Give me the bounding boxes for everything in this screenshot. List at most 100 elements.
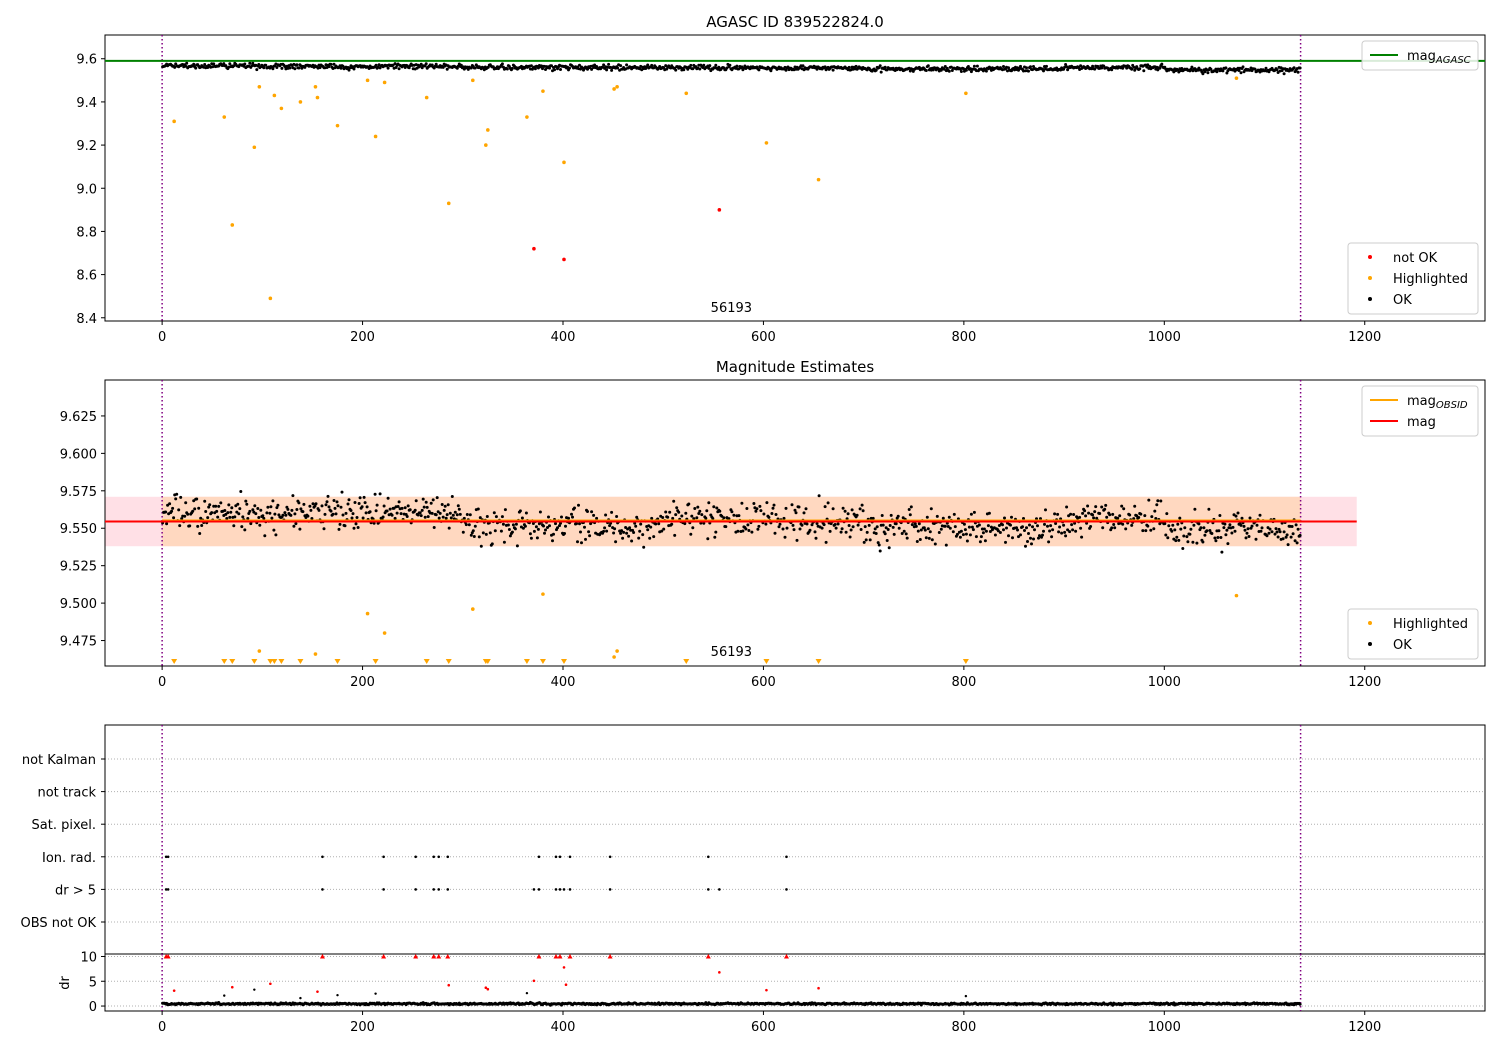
estimates-ok-point bbox=[1015, 526, 1018, 530]
flags-flag-point bbox=[382, 855, 385, 859]
estimates-ok-point bbox=[797, 505, 801, 509]
estimates-ok-point bbox=[883, 532, 887, 536]
estimates-ok-point bbox=[514, 522, 518, 526]
estimates-y-tick-label: 9.575 bbox=[60, 485, 97, 500]
estimates-ok-point bbox=[576, 540, 579, 544]
estimates-ok-point bbox=[1298, 533, 1302, 537]
estimates-ok-point bbox=[810, 523, 814, 527]
estimates-ok-point bbox=[865, 530, 869, 534]
estimates-ok-point bbox=[195, 497, 199, 501]
estimates-ok-point bbox=[987, 511, 991, 515]
estimates-ok-point bbox=[1139, 512, 1143, 516]
estimates-ok-point bbox=[1245, 531, 1249, 535]
estimates-ok-point bbox=[308, 504, 312, 508]
agasc-ok-point bbox=[605, 68, 609, 72]
estimates-ok-point bbox=[758, 504, 762, 508]
estimates-ok-point bbox=[440, 503, 444, 506]
estimates-ok-point bbox=[1154, 517, 1158, 520]
estimates-ok-point bbox=[323, 512, 327, 516]
dr-outlier-point bbox=[484, 986, 488, 990]
estimates-ok-point bbox=[421, 497, 425, 501]
flags-flag-point bbox=[166, 855, 170, 859]
agasc-legend-1-legend-box bbox=[1347, 242, 1479, 315]
estimates-ok-point bbox=[444, 516, 448, 520]
estimates-ok-point bbox=[283, 511, 287, 515]
estimates-ok-point bbox=[963, 528, 967, 532]
estimates-ok-point bbox=[968, 533, 972, 537]
agasc-highlighted-point bbox=[335, 123, 340, 128]
estimates-ok-point bbox=[1078, 515, 1082, 519]
agasc-ok-point bbox=[950, 69, 954, 72]
agasc-ok-point bbox=[966, 65, 970, 68]
estimates-ok-point bbox=[740, 501, 744, 505]
estimates-ok-point bbox=[520, 516, 524, 520]
agasc-legend-0-legend-label-subscript: AGASC bbox=[1435, 55, 1471, 66]
agasc-highlighted-point bbox=[525, 115, 529, 119]
dr-clipped-marker bbox=[413, 953, 419, 959]
agasc-ok-point bbox=[248, 61, 252, 65]
agasc-highlighted-point bbox=[298, 100, 303, 104]
estimates-ok-point bbox=[395, 511, 399, 515]
estimates-ok-point bbox=[851, 525, 855, 529]
estimates-ok-point bbox=[1250, 524, 1254, 528]
dr-x-tick-label: 1000 bbox=[1148, 1020, 1181, 1035]
estimates-ok-point bbox=[340, 490, 344, 494]
estimates-ok-point bbox=[336, 504, 340, 508]
estimates-ok-point bbox=[639, 522, 643, 526]
agasc-ok-point bbox=[664, 64, 668, 68]
estimates-ok-point bbox=[290, 508, 294, 512]
estimates-ok-point bbox=[257, 516, 261, 519]
estimates-x-tick-label: 0 bbox=[158, 675, 166, 690]
estimates-ok-point bbox=[747, 529, 751, 532]
estimates-ok-point bbox=[847, 524, 851, 527]
estimates-ok-point bbox=[604, 513, 608, 517]
estimates-ok-point bbox=[1179, 527, 1183, 531]
estimates-ok-point bbox=[808, 528, 812, 532]
agasc-highlighted-point bbox=[268, 296, 273, 301]
estimates-ok-point bbox=[400, 506, 404, 510]
estimates-ok-point bbox=[186, 512, 190, 516]
estimates-ok-point bbox=[551, 539, 554, 543]
dr-ok-elevated-point bbox=[223, 994, 226, 997]
estimates-ok-point bbox=[1056, 512, 1060, 516]
estimates-ok-point bbox=[915, 540, 919, 543]
dr-outlier-point bbox=[486, 987, 490, 991]
estimates-ok-point bbox=[320, 504, 324, 508]
estimates-ok-point bbox=[602, 529, 606, 533]
agasc-ok-point bbox=[708, 64, 712, 68]
estimates-ok-point bbox=[462, 516, 466, 520]
estimates-ok-point bbox=[790, 503, 794, 507]
estimates-ok-point bbox=[324, 503, 328, 507]
estimates-ok-point bbox=[877, 543, 881, 547]
estimates-ok-point bbox=[917, 522, 921, 526]
estimates-ok-point bbox=[579, 530, 582, 534]
estimates-ok-point bbox=[874, 532, 878, 535]
dr-ok-point bbox=[1298, 1002, 1302, 1006]
estimates-ok-point bbox=[668, 510, 672, 514]
agasc-ok-point bbox=[878, 64, 882, 68]
agasc-ok-point bbox=[769, 69, 773, 73]
estimates-ok-point bbox=[357, 502, 361, 505]
estimates-ok-point bbox=[861, 509, 865, 513]
estimates-ok-point bbox=[1091, 513, 1095, 517]
agasc-highlighted-point bbox=[470, 78, 475, 83]
estimates-ok-point bbox=[1158, 522, 1162, 526]
estimates-ok-point bbox=[1103, 507, 1107, 511]
agasc-ok-point bbox=[423, 64, 427, 68]
dr-ok-elevated-point bbox=[299, 996, 302, 1000]
agasc-ok-point bbox=[339, 66, 343, 70]
estimates-ok-point bbox=[979, 535, 983, 539]
estimates-ok-point bbox=[473, 524, 477, 528]
estimates-ok-point bbox=[924, 536, 928, 540]
agasc-ok-point bbox=[1142, 69, 1146, 73]
agasc-ok-point bbox=[874, 68, 878, 72]
estimates-ok-point bbox=[309, 508, 313, 512]
estimates-ok-point bbox=[208, 503, 212, 507]
estimates-ok-point bbox=[955, 532, 959, 536]
estimates-ok-point bbox=[691, 526, 695, 530]
estimates-ok-point bbox=[223, 509, 227, 512]
estimates-ok-point bbox=[449, 516, 453, 520]
estimates-ok-point bbox=[325, 500, 329, 504]
estimates-ok-point bbox=[210, 511, 214, 515]
flags-category-label: Ion. rad. bbox=[42, 851, 96, 866]
